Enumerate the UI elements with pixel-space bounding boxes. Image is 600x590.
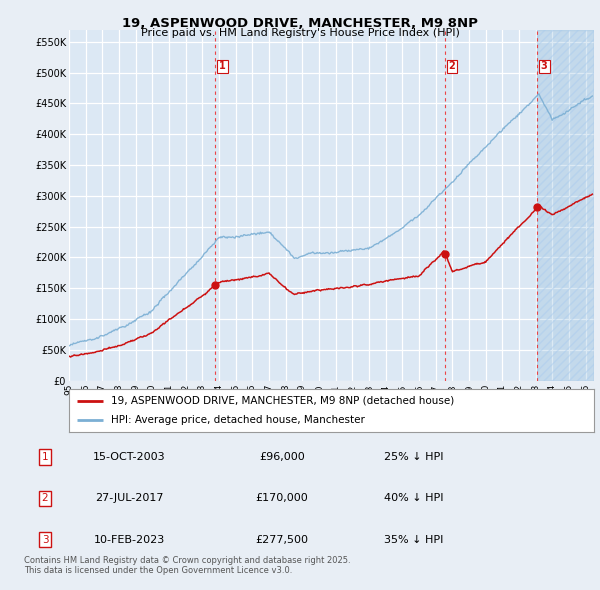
Text: 25% ↓ HPI: 25% ↓ HPI — [384, 452, 444, 462]
Text: £96,000: £96,000 — [259, 452, 305, 462]
Text: 3: 3 — [541, 61, 548, 71]
Text: 2: 2 — [41, 493, 49, 503]
Text: 19, ASPENWOOD DRIVE, MANCHESTER, M9 8NP (detached house): 19, ASPENWOOD DRIVE, MANCHESTER, M9 8NP … — [111, 396, 454, 406]
Text: 1: 1 — [41, 452, 49, 462]
Bar — [538, 30, 594, 381]
Text: HPI: Average price, detached house, Manchester: HPI: Average price, detached house, Manc… — [111, 415, 365, 425]
Text: 1: 1 — [219, 61, 226, 71]
Text: 19, ASPENWOOD DRIVE, MANCHESTER, M9 8NP: 19, ASPENWOOD DRIVE, MANCHESTER, M9 8NP — [122, 17, 478, 30]
Text: 27-JUL-2017: 27-JUL-2017 — [95, 493, 163, 503]
Text: 2: 2 — [448, 61, 455, 71]
Text: 40% ↓ HPI: 40% ↓ HPI — [384, 493, 444, 503]
Text: Price paid vs. HM Land Registry's House Price Index (HPI): Price paid vs. HM Land Registry's House … — [140, 28, 460, 38]
Text: 10-FEB-2023: 10-FEB-2023 — [94, 535, 164, 545]
Bar — [538, 30, 594, 381]
Text: Contains HM Land Registry data © Crown copyright and database right 2025.
This d: Contains HM Land Registry data © Crown c… — [24, 556, 350, 575]
Text: 15-OCT-2003: 15-OCT-2003 — [92, 452, 166, 462]
Text: 35% ↓ HPI: 35% ↓ HPI — [385, 535, 443, 545]
Text: £277,500: £277,500 — [256, 535, 308, 545]
Text: £170,000: £170,000 — [256, 493, 308, 503]
Text: 3: 3 — [41, 535, 49, 545]
